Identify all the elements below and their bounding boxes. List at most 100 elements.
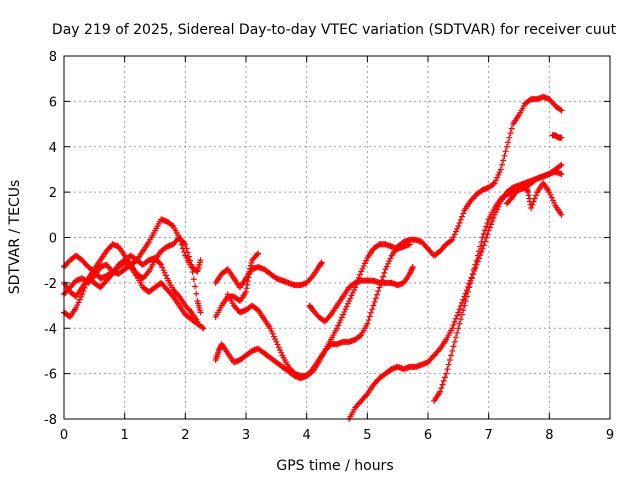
data-point <box>558 134 565 141</box>
data-point <box>444 366 451 373</box>
data-point <box>386 258 393 265</box>
data-point <box>529 201 536 208</box>
y-axis-label: SDTVAR / TECUs <box>7 180 23 295</box>
data-point <box>558 107 565 114</box>
data-marks <box>61 93 565 422</box>
data-point <box>460 307 467 314</box>
data-point <box>243 288 249 295</box>
data-point <box>482 227 489 234</box>
data-point <box>456 320 463 327</box>
data-point <box>193 290 200 297</box>
x-tick-label: 0 <box>60 428 68 443</box>
data-point <box>273 338 280 345</box>
data-point <box>162 272 169 279</box>
series-3 <box>61 259 207 332</box>
data-point <box>440 377 447 384</box>
series-9 <box>306 263 416 325</box>
data-point <box>347 295 354 302</box>
data-point <box>370 302 377 309</box>
data-point <box>558 211 565 218</box>
data-point <box>503 143 510 150</box>
data-point <box>449 236 456 243</box>
data-point <box>366 313 373 320</box>
data-point <box>461 302 468 309</box>
data-point <box>267 325 274 332</box>
series-4 <box>61 252 201 325</box>
series-12 <box>503 180 565 218</box>
data-point <box>455 223 462 230</box>
data-point <box>197 309 204 316</box>
data-point <box>216 346 223 353</box>
data-point <box>557 106 564 113</box>
data-point <box>507 130 514 137</box>
data-point <box>408 268 415 275</box>
data-point <box>175 292 182 299</box>
data-point <box>508 125 515 132</box>
data-point <box>478 239 485 246</box>
data-point <box>551 200 558 207</box>
data-point <box>275 344 282 351</box>
data-point <box>460 210 467 217</box>
data-point <box>348 292 355 299</box>
data-point <box>74 302 81 309</box>
data-point <box>161 269 168 276</box>
data-point <box>192 283 199 290</box>
data-point <box>274 341 281 348</box>
x-tick-label: 1 <box>121 428 129 443</box>
data-point <box>491 180 498 187</box>
data-point <box>484 219 491 226</box>
data-point <box>456 219 463 226</box>
data-point <box>486 224 493 231</box>
data-point <box>558 161 565 168</box>
data-point <box>334 325 340 332</box>
data-point <box>457 216 464 223</box>
data-point <box>247 262 254 269</box>
x-tick-label: 4 <box>303 428 311 443</box>
data-point <box>548 194 555 201</box>
data-point <box>525 192 532 199</box>
data-point <box>409 263 416 270</box>
data-point <box>326 312 333 319</box>
data-point <box>365 317 372 324</box>
data-point <box>439 381 446 388</box>
data-point <box>451 231 458 238</box>
data-point <box>523 185 530 192</box>
data-point <box>73 304 80 311</box>
data-point <box>448 352 455 359</box>
data-point <box>168 222 175 229</box>
data-point <box>408 266 415 273</box>
data-point <box>335 322 342 329</box>
data-point <box>480 230 487 237</box>
data-point <box>360 263 367 270</box>
data-point <box>524 187 531 194</box>
data-point <box>457 316 464 323</box>
data-point <box>75 299 82 306</box>
data-point <box>500 157 507 164</box>
data-point <box>318 260 325 267</box>
data-point <box>454 329 461 336</box>
data-point <box>505 139 512 146</box>
data-point <box>187 257 194 264</box>
data-point <box>190 276 197 283</box>
data-point <box>449 347 456 354</box>
data-point <box>499 161 506 168</box>
data-point <box>450 322 457 329</box>
data-point <box>469 270 476 277</box>
data-point <box>363 257 370 264</box>
data-point <box>522 183 529 190</box>
data-point <box>406 270 413 277</box>
x-tick-label: 9 <box>606 428 614 443</box>
data-point <box>455 309 462 316</box>
series-8 <box>224 241 413 379</box>
data-point <box>528 205 535 212</box>
data-point <box>269 330 276 337</box>
data-point <box>530 198 537 205</box>
data-point <box>246 268 253 275</box>
data-point <box>523 186 530 193</box>
data-point <box>184 249 191 256</box>
data-point <box>181 239 188 246</box>
data-point <box>194 318 201 325</box>
data-point <box>255 250 262 257</box>
data-point <box>183 245 190 252</box>
data-point <box>245 274 252 281</box>
